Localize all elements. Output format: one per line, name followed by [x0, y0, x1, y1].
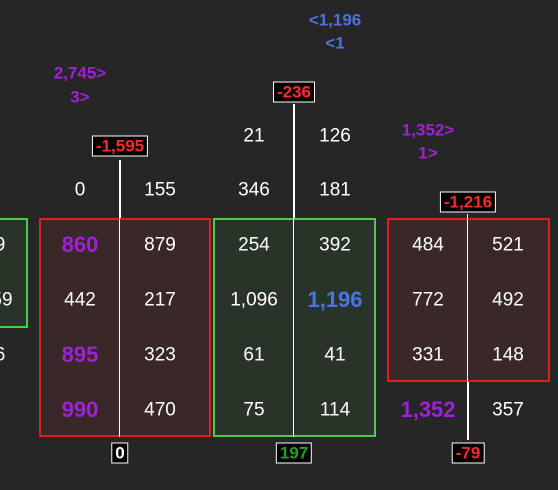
divider	[119, 160, 120, 437]
cell-value: 470	[144, 399, 176, 421]
cell-value: 1,196	[307, 287, 363, 312]
cell-value: 990	[61, 397, 99, 422]
cell-value: 114	[319, 399, 351, 421]
total-label: 197	[275, 442, 313, 464]
cell-value: 155	[144, 179, 176, 201]
total-label: 0	[111, 442, 129, 464]
divider	[293, 104, 294, 437]
cell-value: 61	[243, 344, 265, 366]
cell-value: 772	[412, 289, 444, 311]
total-label: -79	[451, 442, 485, 464]
cell-value: 9	[0, 236, 5, 255]
cell-value: 323	[144, 344, 176, 366]
cell-value: 1,096	[230, 289, 278, 311]
divider	[467, 214, 468, 382]
wick	[293, 104, 295, 218]
volume-box	[0, 218, 28, 328]
cell-value: 75	[243, 399, 265, 421]
cell-value: 442	[64, 289, 96, 311]
cell-value: 521	[492, 234, 524, 256]
volume-box	[387, 218, 550, 382]
delta-label: -1,595	[91, 135, 149, 157]
wick	[467, 382, 469, 440]
cell-value: 148	[492, 344, 524, 366]
cell-value: 357	[492, 399, 524, 421]
cell-value: 181	[319, 179, 351, 201]
annotation: 3>	[70, 87, 90, 107]
delta-label: -236	[272, 81, 316, 103]
cell-value: 331	[412, 344, 444, 366]
cell-value: 6	[0, 346, 5, 365]
wick	[119, 160, 121, 218]
annotation: 1>	[418, 143, 438, 163]
cell-value: 492	[492, 289, 524, 311]
cell-value: 126	[319, 125, 351, 147]
cell-value: 21	[243, 125, 265, 147]
cell-value: 484	[412, 234, 444, 256]
annotation: 1,352>	[401, 120, 455, 140]
delta-label: -1,216	[439, 191, 497, 213]
annotation: <1	[325, 33, 345, 53]
cell-value: 860	[61, 232, 99, 257]
cell-value: 41	[324, 344, 346, 366]
cell-value: 0	[74, 179, 86, 201]
cell-value: 1,352	[400, 397, 456, 422]
cell-value: 59	[0, 289, 13, 311]
volume-box	[213, 218, 376, 437]
cell-value: 879	[144, 234, 176, 256]
annotation: 2,745>	[53, 63, 107, 83]
cell-value: 254	[238, 234, 270, 256]
volume-box	[39, 218, 211, 437]
cell-value: 346	[238, 179, 270, 201]
cell-value: 217	[144, 289, 176, 311]
cell-value: 895	[61, 342, 99, 367]
cell-value: 392	[319, 234, 351, 256]
annotation: <1,196	[308, 10, 362, 30]
